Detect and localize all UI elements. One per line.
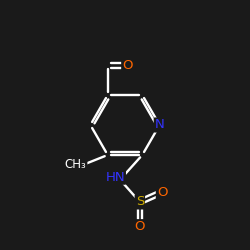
Text: O: O (134, 220, 145, 233)
Text: HN: HN (105, 171, 125, 184)
Text: O: O (157, 186, 167, 198)
Text: CH₃: CH₃ (65, 158, 86, 171)
Text: N: N (155, 118, 164, 132)
Text: O: O (122, 59, 133, 72)
Text: S: S (136, 196, 144, 208)
